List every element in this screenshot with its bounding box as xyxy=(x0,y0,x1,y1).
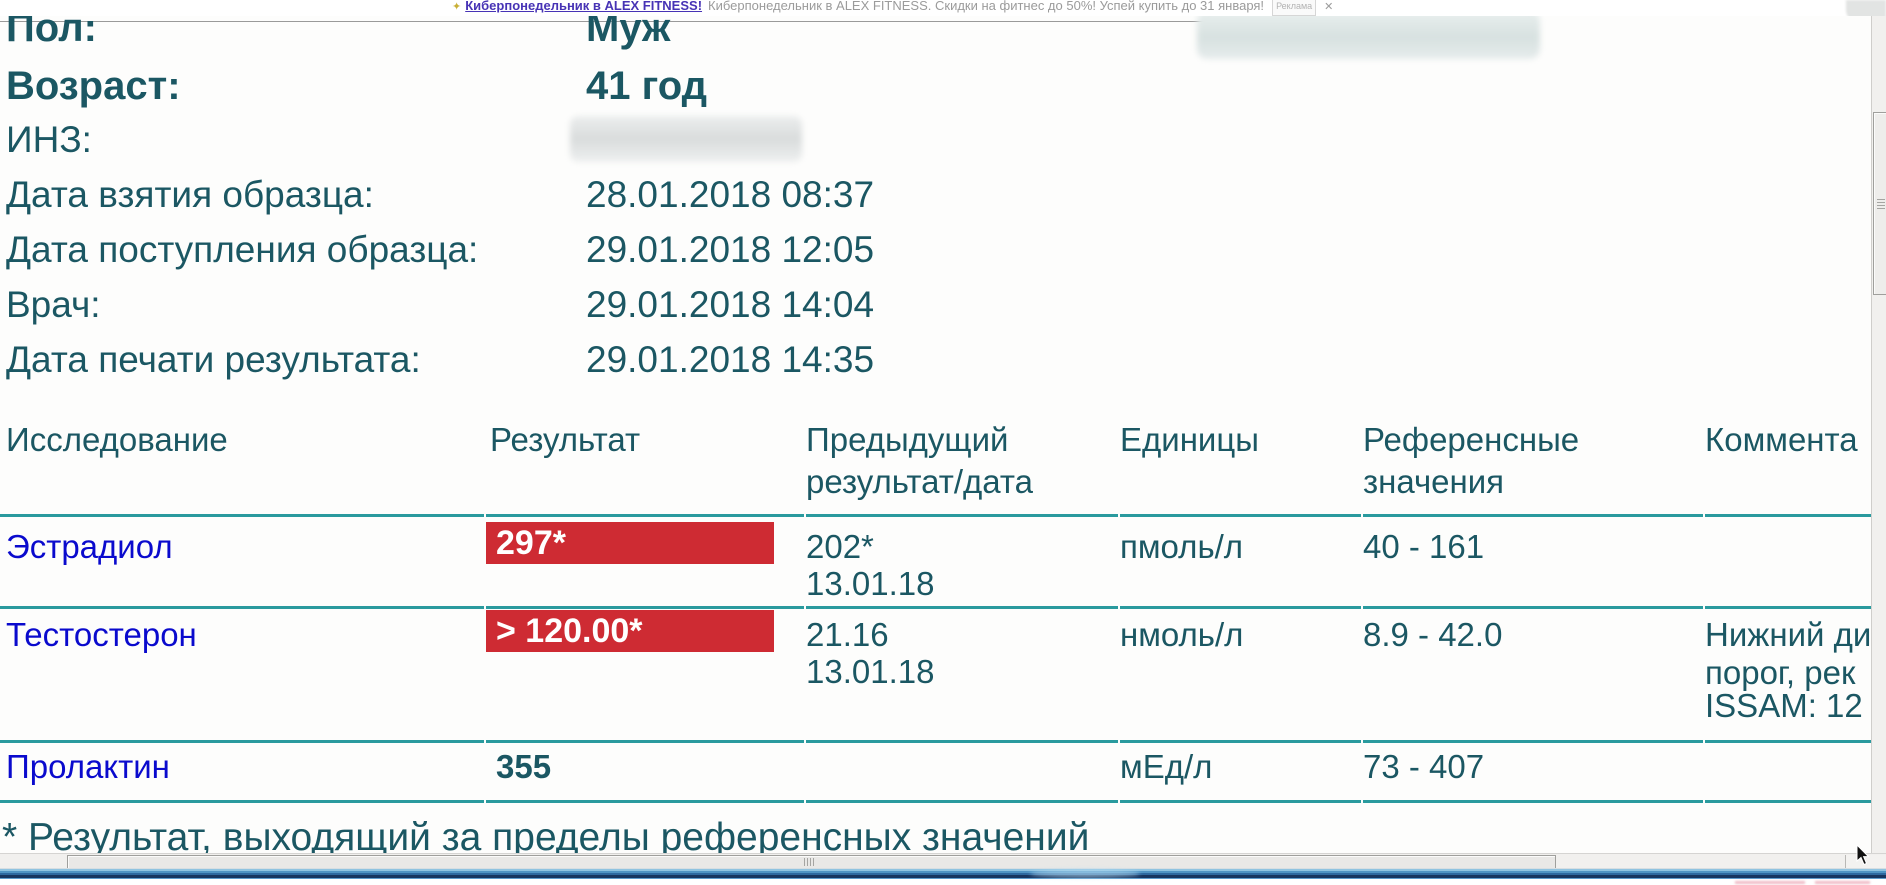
bottom-chrome-bar xyxy=(0,868,1886,885)
info-label: ИНЗ: xyxy=(6,119,92,160)
info-value: Муж xyxy=(586,16,671,50)
table-border xyxy=(1705,740,1871,743)
test-name-link[interactable]: Пролактин xyxy=(6,748,170,785)
table-border xyxy=(806,800,1118,803)
reference-range: 73 - 407 xyxy=(1363,748,1485,785)
scrollbar-grip-icon xyxy=(1877,199,1885,209)
col-header-previous-line2: результат/дата xyxy=(806,463,1034,500)
table-border xyxy=(1705,514,1871,517)
table-border xyxy=(806,740,1118,743)
previous-date: 13.01.18 xyxy=(806,653,935,690)
comment: порог, рек xyxy=(1705,654,1856,691)
info-value: 28.01.2018 08:37 xyxy=(586,174,875,215)
test-name-link[interactable]: Эстрадиол xyxy=(6,528,173,565)
result-value: 355 xyxy=(496,748,552,785)
table-border xyxy=(1120,514,1361,517)
redacted-bottom-blob xyxy=(1815,881,1870,884)
units: нмоль/л xyxy=(1120,616,1244,653)
vertical-scrollbar[interactable] xyxy=(1871,16,1886,853)
col-header-reference: Референсные xyxy=(1363,421,1580,458)
table-border xyxy=(486,740,804,743)
units: мЕд/л xyxy=(1120,748,1213,785)
ad-description: Киберпонедельник в ALEX FITNESS. Скидки … xyxy=(708,0,1265,13)
comment: Нижний ди xyxy=(1705,616,1871,653)
info-value: 29.01.2018 14:35 xyxy=(586,339,875,380)
horizontal-scrollbar-thumb[interactable] xyxy=(67,855,1556,869)
table-border xyxy=(0,800,484,803)
redacted-bottom-blob xyxy=(1735,881,1805,884)
info-label: Дата печати результата: xyxy=(6,339,421,380)
footnote: * Результат, выходящий за пределы рефере… xyxy=(2,816,1090,853)
reference-range: 40 - 161 xyxy=(1363,528,1485,565)
ad-banner: ✦ Киберпонедельник в ALEX FITNESS! Киберпо… xyxy=(0,0,1886,16)
cursor-icon xyxy=(1856,845,1870,866)
info-value: 41 год xyxy=(586,64,708,108)
table-border xyxy=(1705,606,1871,609)
abnormal-result-badge: > 120.00* xyxy=(486,610,774,652)
ad-label-badge[interactable]: Реклама xyxy=(1272,0,1317,16)
table-border xyxy=(1363,606,1703,609)
col-header-comment: Коммента xyxy=(1705,421,1858,458)
close-icon[interactable]: ✕ xyxy=(1324,1,1334,13)
scrollbar-grip-icon xyxy=(804,858,814,866)
table-border xyxy=(1705,800,1871,803)
previous-date: 13.01.18 xyxy=(806,565,935,602)
table-border xyxy=(1363,800,1703,803)
reference-range: 8.9 - 42.0 xyxy=(1363,616,1503,653)
col-header-units: Единицы xyxy=(1120,421,1259,458)
table-border xyxy=(1120,740,1361,743)
info-value: 29.01.2018 12:05 xyxy=(586,229,875,270)
table-border xyxy=(1120,800,1361,803)
info-label: Возраст: xyxy=(6,64,181,108)
table-border xyxy=(806,514,1118,517)
table-border xyxy=(0,514,484,517)
col-header-test: Исследование xyxy=(6,421,228,458)
info-label: Дата взятия образца: xyxy=(6,174,374,215)
horizontal-scrollbar[interactable] xyxy=(0,853,1886,869)
table-border xyxy=(1363,740,1703,743)
sparkle-icon: ✦ xyxy=(452,1,462,13)
report-content: Пол: Муж Возраст: 41 год ИНЗ: Дата взяти… xyxy=(0,16,1871,853)
units: пмоль/л xyxy=(1120,528,1244,565)
info-label: Дата поступления образца: xyxy=(6,229,479,270)
comment: ISSAM: 12 xyxy=(1705,687,1863,724)
frame-divider xyxy=(0,21,1240,22)
col-header-result: Результат xyxy=(490,421,641,458)
vertical-scrollbar-thumb[interactable] xyxy=(1873,112,1886,295)
table-border xyxy=(0,606,484,609)
table-border xyxy=(0,740,484,743)
table-border xyxy=(1363,514,1703,517)
info-value: 29.01.2018 14:04 xyxy=(586,284,875,325)
table-border xyxy=(486,514,804,517)
table-border xyxy=(486,606,804,609)
table-border xyxy=(806,606,1118,609)
redacted-patient-name xyxy=(1197,16,1540,59)
ad-link[interactable]: Киберпонедельник в ALEX FITNESS! xyxy=(465,0,703,13)
info-label: Врач: xyxy=(6,284,101,325)
col-header-reference-line2: значения xyxy=(1363,463,1505,500)
chrome-bar-highlight xyxy=(1030,869,1140,878)
info-label: Пол: xyxy=(6,16,97,50)
redacted-inz-value xyxy=(570,116,802,162)
abnormal-result-badge: 297* xyxy=(486,522,774,564)
col-header-previous: Предыдущий xyxy=(806,421,1009,458)
previous-result: 202* xyxy=(806,528,874,565)
table-border xyxy=(486,800,804,803)
previous-result: 21.16 xyxy=(806,616,889,653)
table-border xyxy=(1120,606,1361,609)
test-name-link[interactable]: Тестостерон xyxy=(6,616,197,653)
